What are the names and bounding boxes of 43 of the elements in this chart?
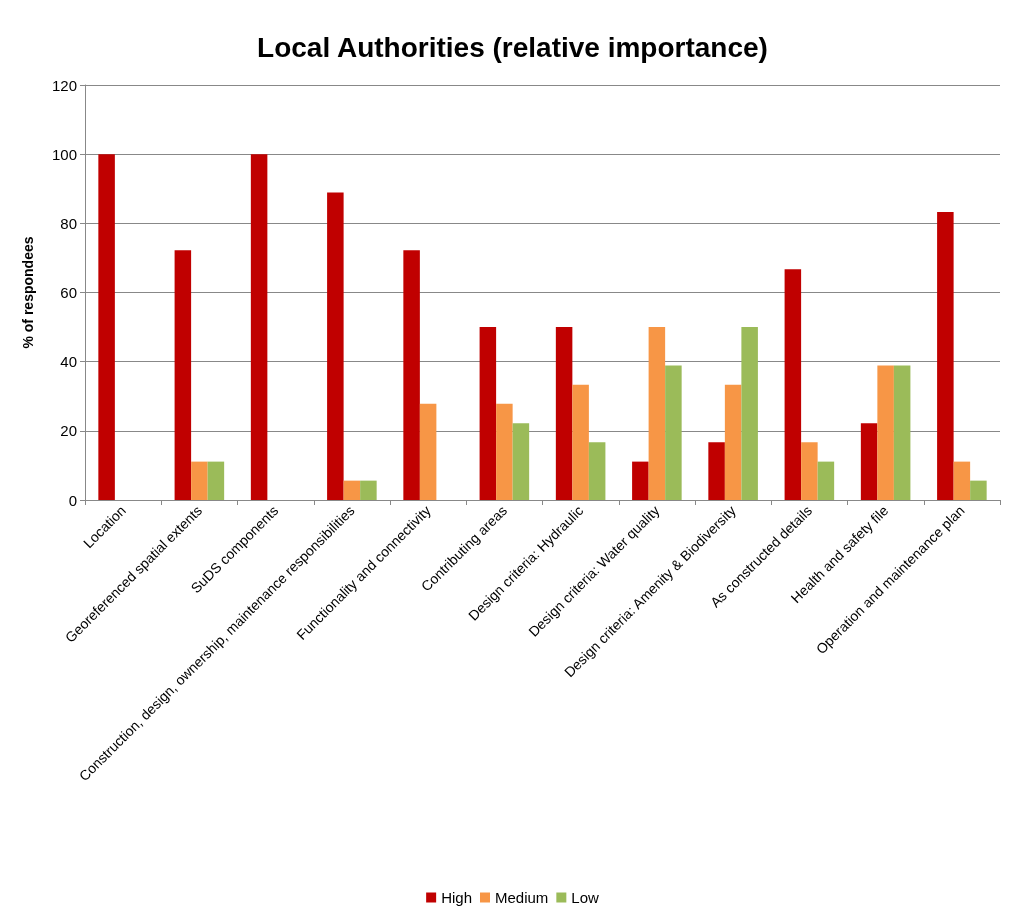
- bar: [937, 211, 954, 500]
- y-tick-label: 80: [60, 214, 77, 232]
- bar: [860, 423, 878, 500]
- bar: [877, 365, 894, 500]
- bar: [479, 327, 497, 500]
- bar: [648, 327, 666, 500]
- y-tick-label: 40: [60, 353, 77, 371]
- legend-label: High: [441, 889, 472, 906]
- bar: [343, 480, 361, 500]
- bar: [555, 327, 573, 500]
- bar: [632, 461, 649, 500]
- bar: [207, 461, 225, 500]
- bar: [496, 403, 513, 500]
- bar: [512, 423, 530, 500]
- y-tick-label: 100: [51, 145, 77, 163]
- bar: [98, 154, 115, 500]
- bar: [250, 154, 268, 500]
- legend-label: Low: [571, 889, 600, 906]
- bar: [665, 365, 682, 500]
- bar: [801, 442, 818, 500]
- bar: [970, 480, 987, 500]
- bar: [403, 250, 420, 500]
- chart-title: Local Authorities (relative importance): [257, 31, 768, 63]
- bar: [817, 461, 835, 500]
- y-tick-label: 120: [51, 76, 77, 94]
- bar: [953, 461, 971, 500]
- legend-label: Medium: [494, 889, 549, 906]
- y-tick-label: 0: [68, 491, 77, 509]
- y-tick-label: 60: [60, 284, 77, 301]
- bar: [360, 480, 377, 500]
- bar: [327, 192, 344, 500]
- bar: [572, 384, 589, 500]
- bar: [174, 250, 192, 500]
- bar: [893, 365, 911, 500]
- bar: [708, 442, 725, 500]
- bar: [588, 442, 606, 500]
- y-tick-label: 20: [60, 422, 77, 440]
- bar: [724, 384, 742, 500]
- bar: [784, 269, 802, 500]
- bar: [741, 327, 758, 500]
- y-axis-title: % of respondees: [20, 236, 36, 349]
- bar: [191, 461, 208, 500]
- bar: [419, 403, 437, 500]
